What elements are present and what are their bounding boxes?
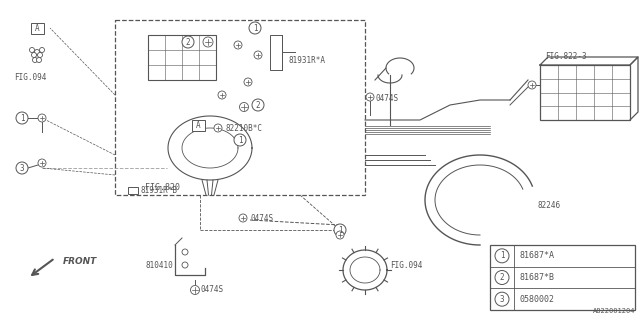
- Circle shape: [495, 270, 509, 284]
- Text: 0474S: 0474S: [200, 285, 223, 294]
- Circle shape: [182, 262, 188, 268]
- Circle shape: [38, 159, 46, 167]
- Text: 810410: 810410: [145, 260, 173, 269]
- Text: 2: 2: [186, 37, 190, 46]
- Circle shape: [239, 214, 247, 222]
- Text: 1: 1: [20, 114, 24, 123]
- Text: 2: 2: [500, 273, 504, 282]
- Circle shape: [336, 231, 344, 239]
- Text: 1: 1: [253, 23, 257, 33]
- Circle shape: [244, 78, 252, 86]
- Circle shape: [16, 112, 28, 124]
- Text: 1: 1: [500, 251, 504, 260]
- Text: FIG.822-3: FIG.822-3: [545, 52, 587, 61]
- Text: 81931R*A: 81931R*A: [288, 55, 325, 65]
- Text: FIG.094: FIG.094: [14, 73, 46, 82]
- Circle shape: [254, 51, 262, 59]
- Text: 0474S: 0474S: [250, 213, 273, 222]
- Bar: [490, 245, 635, 310]
- Circle shape: [334, 224, 346, 236]
- Text: FIG.094: FIG.094: [390, 260, 422, 269]
- Text: 81687*B: 81687*B: [519, 273, 554, 282]
- Text: 82210B*C: 82210B*C: [225, 124, 262, 132]
- Circle shape: [182, 36, 194, 48]
- Text: 81931R*B: 81931R*B: [140, 186, 177, 195]
- Circle shape: [218, 91, 226, 99]
- Bar: [270, 35, 282, 70]
- Text: 3: 3: [20, 164, 24, 172]
- Circle shape: [31, 52, 36, 58]
- Circle shape: [528, 81, 536, 89]
- Circle shape: [495, 249, 509, 263]
- Circle shape: [40, 47, 45, 52]
- Circle shape: [16, 162, 28, 174]
- Text: 2: 2: [256, 100, 260, 109]
- Text: 0580002: 0580002: [519, 295, 554, 304]
- Circle shape: [252, 99, 264, 111]
- Circle shape: [203, 37, 213, 47]
- Bar: [148, 35, 216, 80]
- Text: 3: 3: [500, 295, 504, 304]
- Text: 1: 1: [338, 226, 342, 235]
- Circle shape: [214, 124, 222, 132]
- Text: A822001204: A822001204: [593, 308, 635, 314]
- Circle shape: [495, 292, 509, 306]
- Text: 1: 1: [237, 135, 243, 145]
- Bar: [191, 119, 205, 131]
- Circle shape: [234, 41, 242, 49]
- Text: 82246: 82246: [537, 201, 560, 210]
- Bar: [128, 187, 138, 194]
- Bar: [540, 65, 630, 120]
- Circle shape: [249, 22, 261, 34]
- Text: A: A: [35, 23, 39, 33]
- Bar: [31, 22, 44, 34]
- Text: 81687*A: 81687*A: [519, 251, 554, 260]
- Text: A: A: [196, 121, 200, 130]
- Bar: [115, 20, 365, 195]
- Circle shape: [35, 50, 40, 54]
- Circle shape: [33, 58, 38, 62]
- Circle shape: [239, 102, 248, 111]
- Circle shape: [38, 52, 42, 58]
- Circle shape: [366, 93, 374, 101]
- Circle shape: [29, 47, 35, 52]
- Circle shape: [191, 285, 200, 294]
- Circle shape: [38, 114, 46, 122]
- Text: FIG.820: FIG.820: [145, 183, 180, 192]
- Text: 0474S: 0474S: [375, 93, 398, 102]
- Circle shape: [36, 58, 42, 62]
- Circle shape: [234, 134, 246, 146]
- Text: FRONT: FRONT: [63, 258, 97, 267]
- Circle shape: [182, 249, 188, 255]
